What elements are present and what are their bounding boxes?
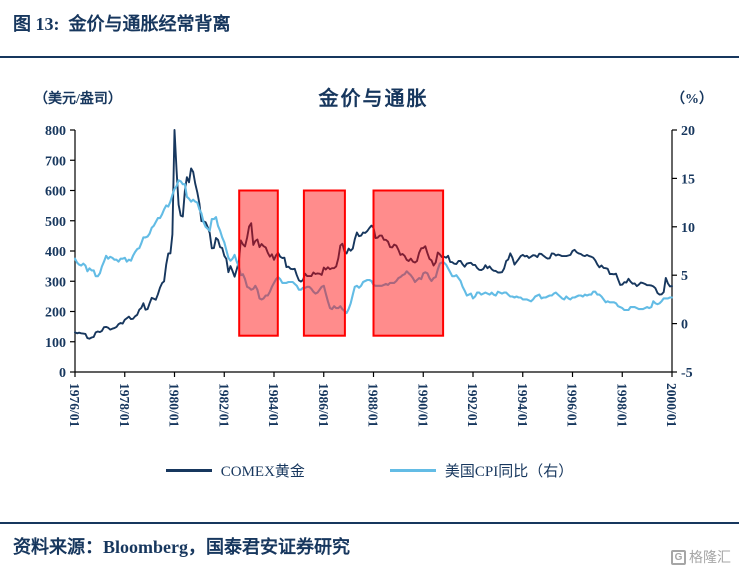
svg-text:1980/01: 1980/01	[167, 383, 182, 428]
svg-text:600: 600	[45, 185, 66, 200]
source-text: 资料来源：Bloomberg，国泰君安证券研究	[13, 537, 350, 557]
svg-text:200: 200	[45, 306, 66, 321]
svg-text:300: 300	[45, 275, 66, 290]
svg-text:1994/01: 1994/01	[515, 383, 530, 428]
svg-text:1978/01: 1978/01	[117, 383, 132, 428]
svg-text:100: 100	[45, 336, 66, 351]
svg-text:1986/01: 1986/01	[316, 383, 331, 428]
legend-item-us-cpi: 美国CPI同比（右）	[389, 460, 574, 481]
gelonghui-logo: G 格隆汇	[671, 547, 731, 567]
chart-legend: COMEX黄金 美国CPI同比（右）	[0, 460, 739, 481]
svg-text:5: 5	[681, 269, 688, 284]
svg-text:1996/01: 1996/01	[565, 383, 580, 428]
left-axis-unit: （美元/盎司）	[34, 92, 122, 107]
svg-text:15: 15	[681, 172, 695, 187]
svg-text:1992/01: 1992/01	[465, 383, 480, 428]
svg-text:1982/01: 1982/01	[216, 383, 231, 428]
gelonghui-icon: G	[671, 549, 686, 565]
right-axis-unit: （%）	[671, 92, 713, 107]
svg-text:1976/01: 1976/01	[67, 383, 82, 428]
figure-caption: 图 13: 金价与通胀经常背离	[13, 14, 231, 34]
svg-text:0: 0	[681, 318, 688, 333]
svg-text:500: 500	[45, 215, 66, 230]
svg-text:20: 20	[681, 124, 695, 139]
cpi-line-swatch	[389, 469, 436, 472]
svg-text:10: 10	[681, 221, 695, 236]
svg-text:-5: -5	[681, 366, 693, 381]
legend-label-us-cpi: 美国CPI同比（右）	[444, 464, 574, 480]
chart-canvas: 0 100 200 300 400 500 600 700 800 -5 0 5 10 15 20 1976/…	[45, 124, 695, 428]
svg-text:1984/01: 1984/01	[266, 383, 281, 428]
gold-line-swatch	[165, 469, 212, 472]
svg-text:1988/01: 1988/01	[366, 383, 381, 428]
svg-text:800: 800	[45, 124, 66, 139]
svg-text:1998/01: 1998/01	[614, 383, 629, 428]
svg-text:2000/01: 2000/01	[664, 383, 679, 428]
chart-title: 金价与通胀	[318, 88, 429, 110]
legend-label-comex-gold: COMEX黄金	[220, 464, 305, 480]
svg-text:400: 400	[45, 245, 66, 260]
top-divider	[0, 56, 739, 58]
svg-text:700: 700	[45, 154, 66, 169]
svg-text:1990/01: 1990/01	[415, 383, 430, 428]
gelonghui-text: 格隆汇	[689, 549, 731, 565]
svg-text:0: 0	[59, 366, 66, 381]
bottom-divider	[0, 522, 739, 524]
legend-item-comex-gold: COMEX黄金	[165, 460, 305, 481]
